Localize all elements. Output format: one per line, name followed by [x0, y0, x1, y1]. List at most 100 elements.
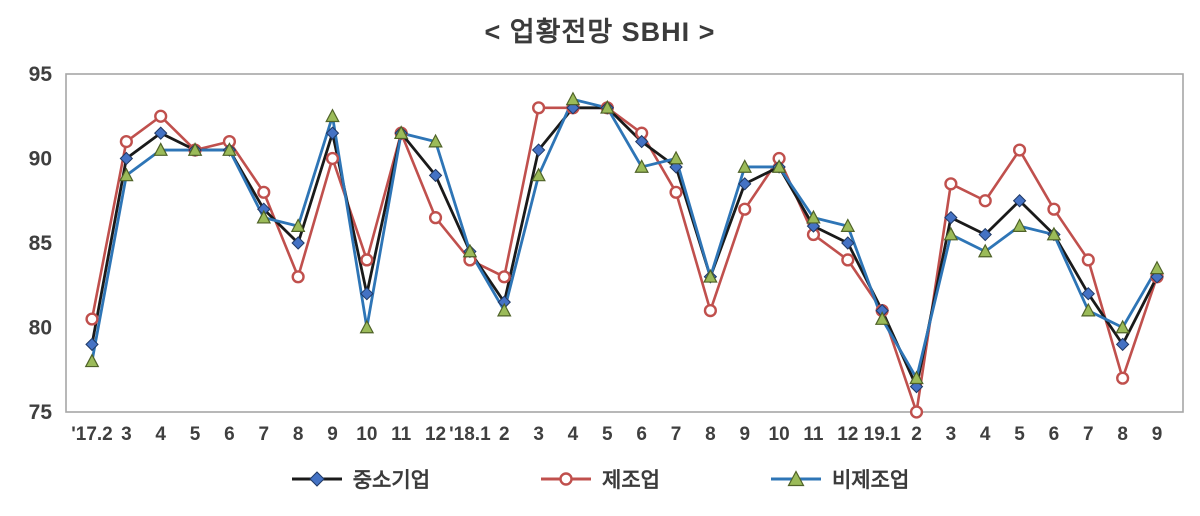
x-tick-label: 6 — [636, 424, 647, 445]
y-tick-label: 80 — [29, 317, 52, 340]
y-tick-label: 90 — [29, 148, 52, 171]
marker-nonmfg-triangle — [462, 243, 478, 258]
marker-nonmfg-triangle — [325, 108, 340, 123]
x-tick-label: 5 — [1014, 424, 1025, 445]
marker-nonmfg-triangle — [737, 159, 753, 173]
marker-sme-diamond — [1115, 337, 1130, 352]
marker-sme-diamond — [1012, 194, 1027, 208]
marker-nonmfg-triangle — [1046, 226, 1062, 241]
marker-nonmfg-triangle — [1115, 319, 1130, 334]
x-tick-label: 9 — [1152, 424, 1163, 445]
x-tick-label: 3 — [533, 424, 544, 445]
x-tick-label: 12 — [837, 424, 858, 445]
marker-sme-diamond — [428, 168, 443, 183]
x-tick-label: 9 — [327, 424, 338, 445]
x-tick-label: 10 — [356, 424, 377, 445]
line-sme — [90, 106, 1159, 389]
marker-sme-diamond — [1081, 286, 1095, 301]
mfg-open-circle-icon — [541, 472, 592, 486]
marker-mfg-circle — [669, 185, 683, 199]
x-tick-label: '18.1 — [449, 424, 491, 445]
x-tick-label: 4 — [980, 424, 991, 445]
marker-nonmfg-triangle — [153, 142, 168, 156]
marker-nonmfg-triangle — [565, 91, 581, 106]
marker-mfg-circle — [1012, 143, 1027, 157]
y-tick-label: 75 — [29, 401, 53, 424]
page-title: < 업황전망 SBHI > — [484, 17, 716, 47]
marker-nonmfg-triangle — [393, 125, 409, 140]
marker-sme-diamond — [85, 337, 99, 352]
line-mfg — [90, 106, 1159, 414]
marker-mfg-circle — [1081, 253, 1095, 267]
x-tick-label: 7 — [1083, 424, 1094, 445]
marker-nonmfg-triangle — [943, 226, 959, 241]
marker-sme-diamond — [978, 227, 992, 242]
marker-sme-diamond — [738, 177, 752, 191]
legend-label-sme: 중소기업 — [352, 469, 431, 492]
x-tick-label: '17.2 — [71, 424, 113, 445]
marker-nonmfg-triangle — [909, 370, 924, 385]
line-nonmfg — [90, 97, 1159, 380]
marker-nonmfg-triangle — [496, 302, 512, 317]
x-tick-label: 6 — [1049, 424, 1060, 445]
marker-mfg-circle — [1047, 202, 1061, 216]
marker-nonmfg-triangle — [119, 167, 134, 182]
chart-legend: 중소기업 제조업 비제조업 — [0, 464, 1200, 494]
marker-mfg-circle — [738, 202, 752, 216]
marker-sme-diamond — [325, 126, 340, 140]
x-tick-label: 6 — [224, 424, 235, 445]
marker-sme-diamond — [531, 143, 546, 157]
x-tick-label: 2 — [499, 424, 510, 445]
marker-nonmfg-triangle — [84, 353, 100, 368]
x-tick-label: 4 — [568, 424, 579, 445]
marker-mfg-circle — [944, 177, 958, 191]
marker-nonmfg-triangle — [531, 167, 546, 182]
marker-sme-diamond — [291, 236, 305, 250]
y-tick-label: 95 — [29, 63, 53, 86]
marker-mfg-circle — [360, 253, 374, 267]
x-tick-label: 8 — [1117, 424, 1128, 445]
x-tick-label: 7 — [671, 424, 682, 445]
x-tick-label: 5 — [602, 424, 613, 445]
marker-mfg-circle — [85, 312, 99, 326]
x-tick-label: 9 — [739, 424, 750, 445]
legend-item-sme: 중소기업 — [291, 464, 430, 494]
marker-sme-diamond — [360, 286, 374, 301]
x-tick-label: 3 — [946, 424, 957, 445]
marker-mfg-circle — [841, 253, 855, 267]
marker-nonmfg-triangle — [840, 218, 856, 232]
marker-nonmfg-triangle — [977, 243, 993, 258]
x-tick-label: 19.1 — [864, 424, 901, 445]
marker-nonmfg-triangle — [187, 142, 203, 156]
marker-mfg-circle — [978, 194, 992, 208]
marker-mfg-circle — [428, 211, 443, 225]
marker-nonmfg-triangle — [771, 159, 787, 173]
legend-item-mfg: 제조업 — [540, 464, 660, 494]
sme-diamond-icon — [291, 471, 342, 487]
x-tick-label: 3 — [121, 424, 132, 445]
x-tick-label: 8 — [705, 424, 716, 445]
x-tick-label: 11 — [803, 424, 824, 445]
marker-nonmfg-triangle — [359, 319, 375, 334]
marker-nonmfg-triangle — [1012, 218, 1027, 232]
marker-sme-diamond — [119, 151, 134, 166]
x-tick-label: 10 — [769, 424, 790, 445]
marker-mfg-circle — [703, 304, 717, 318]
y-tick-label: 85 — [29, 232, 53, 255]
marker-nonmfg-triangle — [1149, 260, 1165, 275]
x-tick-label: 5 — [190, 424, 201, 445]
marker-nonmfg-triangle — [703, 268, 718, 283]
marker-mfg-circle — [532, 101, 546, 115]
x-tick-label: 11 — [391, 424, 412, 445]
marker-nonmfg-triangle — [600, 99, 615, 114]
marker-sme-diamond — [841, 236, 855, 250]
marker-nonmfg-triangle — [634, 159, 649, 173]
marker-nonmfg-triangle — [806, 209, 821, 224]
marker-sme-diamond — [944, 210, 958, 225]
marker-nonmfg-triangle — [256, 209, 272, 224]
marker-sme-diamond — [154, 126, 168, 140]
marker-sme-diamond — [634, 134, 649, 149]
marker-mfg-circle — [325, 151, 340, 166]
marker-mfg-circle — [909, 405, 924, 419]
nonmfg-triangle-icon — [770, 470, 821, 487]
